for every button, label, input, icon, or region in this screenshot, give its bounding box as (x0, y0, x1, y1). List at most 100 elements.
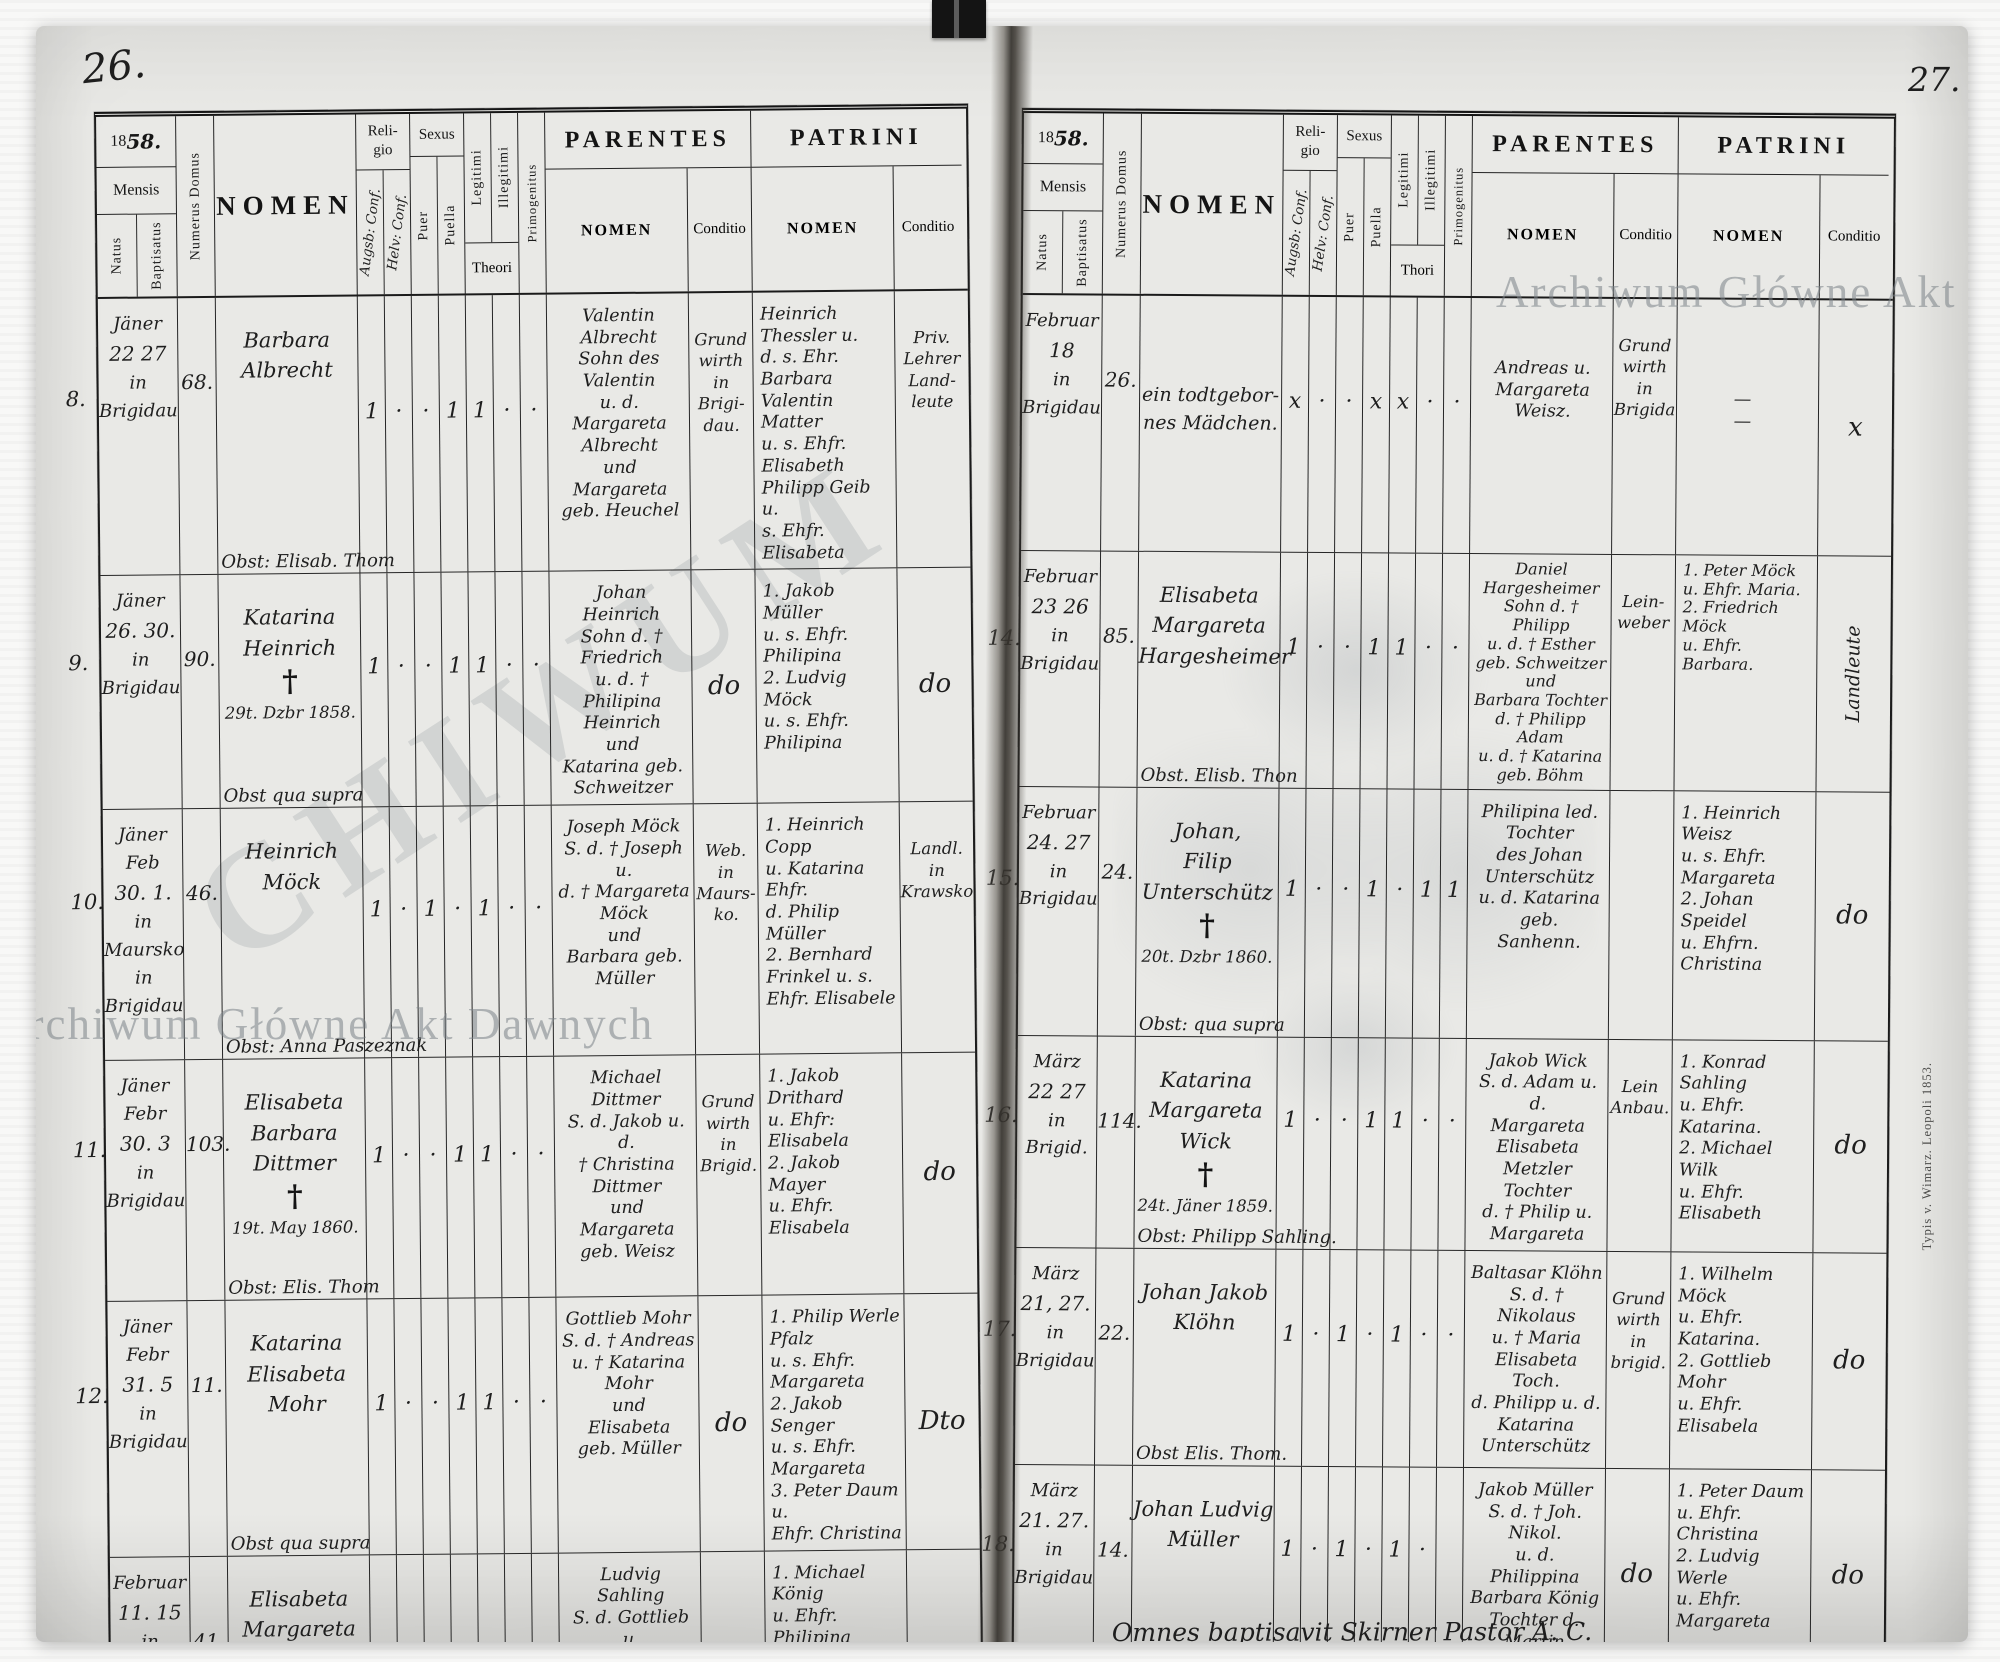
text-line: Albrecht (581, 435, 658, 457)
tally-puella: · (1354, 1467, 1383, 1642)
text-line: 2. Jakob Senger (770, 1393, 843, 1437)
text-line: Grund (1612, 1288, 1666, 1309)
text-line: Hargesheimer (1138, 643, 1292, 669)
text-line: Barbara König (1470, 1588, 1600, 1610)
text-line: Katarina (250, 1330, 343, 1356)
text-line: wirth (1622, 357, 1668, 377)
text-line: Metzler Tochter (1502, 1159, 1572, 1202)
primogenitus-label: Primogenitus (1450, 166, 1466, 246)
text-line: Jakob Müller (1478, 1479, 1593, 1501)
patrini-name-cell: 1. Konrad Sahling u. Ehfr. Katarina. 2. Mi… (1671, 1039, 1815, 1253)
tally-augsburg-conf: 1 (367, 1299, 397, 1555)
text-line: u. † Maria (1491, 1328, 1582, 1349)
text-line: 1. Peter Möck (1682, 560, 1797, 581)
text-line: Unterschütz (1480, 1436, 1591, 1458)
text-line: Jäner Febr (120, 1075, 170, 1125)
tally-helvetic-conf: · (394, 1299, 424, 1554)
text-line: Brigidau (1018, 888, 1098, 910)
date-cell: März 22 27 in Brigid. (1016, 1035, 1098, 1248)
text-line: 2. Jakob Mayer (768, 1152, 841, 1196)
house-number-cell: 24. (1097, 787, 1138, 1036)
table-header: 18 58. Mensis Natus Baptisatus Numerus Do… (1022, 113, 1894, 301)
death-cross: † (1199, 908, 1216, 944)
tally-puella: 1 (438, 295, 469, 572)
text-line: S. d. † Andreas (562, 1330, 695, 1352)
midwife-note: Obst: Anna Paszeznak (225, 1034, 428, 1058)
text-line: Margareta (1149, 1097, 1263, 1123)
column-parentes: PARENTES NOMEN Conditio (1471, 115, 1679, 298)
child-name: Heinrich Möck (221, 808, 363, 898)
text-line: Johan Jakob (1141, 1279, 1269, 1305)
text-line: Lehrer (903, 349, 961, 369)
text-line: und (1525, 671, 1557, 691)
child-name-cell: Katarina Heinrich † 29t. Dzbr 1858. Obst … (218, 573, 363, 808)
tally-legitimi: 1 (1384, 1038, 1413, 1250)
column-primogenitus: Primogenitus (518, 112, 547, 293)
sexus-label: Sexus (1337, 115, 1391, 159)
text-line: Johan Heinrich (582, 582, 661, 626)
text-line: Landleute (1842, 625, 1865, 723)
column-mensis: 18 58. Mensis Natus Baptisatus (1022, 113, 1104, 294)
text-line: nes Mädchen. (1143, 411, 1278, 435)
patrini-condition-cell: Priv. Lehrer Land-leute (895, 291, 971, 568)
parents-condition-cell: Grund wirth in brigid. (1605, 1251, 1672, 1469)
death-date (217, 391, 358, 392)
midwife-note: Obst Elis. Thom. (1136, 1442, 1288, 1465)
tally-illegitimi: · (495, 572, 525, 806)
tally-legitimi: 1 (475, 1298, 505, 1554)
child-name: ElisabetaMargaretaSahling (228, 1555, 370, 1642)
text-line: Dto (918, 1405, 966, 1436)
tally-augsburg-conf: 1 (1276, 1037, 1305, 1249)
baptisatus-label: Baptisatus (148, 221, 165, 290)
parents-name-cell: Johan Heinrich Sohn d. † Friedrich u. d. †… (549, 570, 694, 805)
text-line: do (1835, 900, 1869, 931)
text-line: S. d. Jakob u. d. (567, 1110, 685, 1154)
midwife-note: Obst: qua supra (1138, 1013, 1285, 1036)
register-row: Februar 18 in Brigidau 26. ein todtgebor-ne… (1021, 295, 1893, 557)
text-line: in (1052, 369, 1071, 391)
tally-illegitimi: · (1414, 553, 1444, 789)
tally-illegitimi: · (500, 1057, 530, 1298)
patrini-label: PATRINI (789, 123, 923, 151)
legitimi-label: Legitimi (469, 149, 485, 207)
pastor-signature-right: Omnes baptisavit Skirner Pastor A. C. (1111, 1616, 1593, 1642)
text-line: geb. Heuchel (561, 500, 680, 522)
text-line: geb. Weisz (580, 1241, 675, 1263)
house-number-cell: 26. (1101, 295, 1141, 551)
entry-number: 12. (75, 1383, 109, 1408)
tally-puella: 1 (1357, 1037, 1386, 1250)
death-cross: † (281, 664, 298, 700)
patrini-name-cell: 1. Wilhelm Möck u. Ehfr. Katarina. 2. Gott… (1669, 1252, 1814, 1470)
text-line: 22 27 (109, 341, 167, 366)
patrini-conditio-label: Conditio (1827, 228, 1881, 245)
tally-primogenitus: · (1438, 1038, 1467, 1250)
text-line: u. Ehfr. Katarina. (1679, 1095, 1762, 1138)
text-line: Sohn des Valentin (578, 348, 660, 392)
patrini-condition-cell: do (1815, 792, 1890, 1040)
midwife-note: Obst qua supra (230, 1532, 371, 1555)
text-line: 21. 27. (1019, 1507, 1090, 1533)
text-line: Barbara (250, 1120, 338, 1146)
house-number-cell: 41. (189, 1556, 231, 1642)
text-line: Brigidau (1020, 652, 1100, 675)
column-nomen: NOMEN (214, 114, 358, 296)
text-line: 21, 27. (1020, 1290, 1091, 1316)
puer-label: Puer (415, 210, 432, 241)
patrini-name-cell: 1. Heinrich Weisz u. s. Ehfr. Margareta 2.… (1672, 790, 1817, 1040)
text-line: Margareta (579, 1219, 675, 1241)
religio-label-line1: Reli- (1295, 123, 1326, 141)
text-line: Brigidau (1022, 396, 1101, 419)
text-line: u. s. Ehfr. Margareta (770, 1436, 866, 1480)
year-cell: 18 58. (1023, 113, 1103, 165)
text-line: Philipina led. Tochter (1481, 801, 1599, 844)
text-line: Sanhenn. (1497, 931, 1581, 953)
patrini-nomen-label: NOMEN (1677, 174, 1821, 299)
child-name-cell: Elisabeta Barbara Dittmer † 19t. May 1860.… (223, 1058, 380, 1300)
patrini-condition-cell: do (1812, 1253, 1886, 1469)
tally-augsburg-conf: 1 (1277, 788, 1307, 1037)
text-line: 26. 30. (105, 618, 176, 644)
text-line: u. Ehfr. Christina (1676, 1502, 1759, 1546)
text-line: Valentin Matter (760, 390, 834, 434)
text-line: do (1831, 1559, 1865, 1591)
